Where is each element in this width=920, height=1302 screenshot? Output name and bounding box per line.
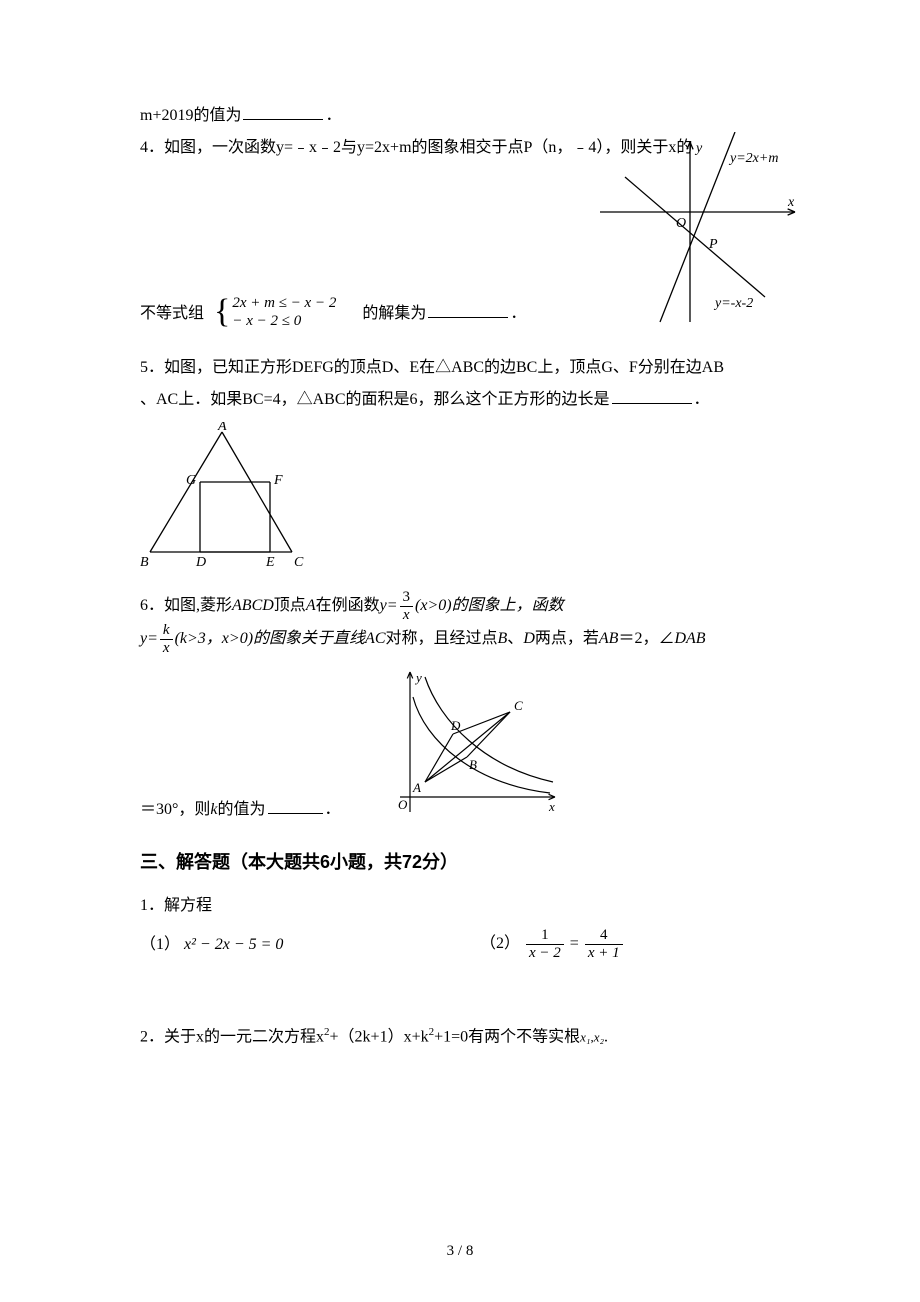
q5-line1: 5．如图，已知正方形DEFG的顶点D、E在△ABC的边BC上，顶点G、F分别在边…	[140, 352, 780, 384]
blank-q6	[268, 797, 323, 814]
p2-x2: x₂	[594, 1029, 604, 1044]
q4-tail: 的解集为	[362, 305, 426, 322]
q4-brace-group: { 2x + m ≤ − x − 2 − x − 2 ≤ 0	[214, 294, 336, 330]
p2-x1: x₁	[580, 1029, 590, 1044]
q6-t7: 、	[507, 630, 523, 647]
q6-abcd: ABCD	[232, 597, 274, 614]
svg-text:x: x	[548, 799, 555, 814]
svg-text:E: E	[265, 555, 275, 570]
blank-q3	[243, 103, 323, 120]
blank-q4	[428, 301, 508, 318]
q4-graph: y x O Py=2x+m y=-x-2	[570, 132, 810, 332]
q5-graph: A B C D E F G	[140, 422, 310, 572]
denx2: x	[160, 640, 173, 656]
p1-eq2: （2） 1x − 2 = 4x + 1	[480, 928, 625, 961]
q6-line2: y=kx(k>3，x>0)的图象关于直线AC对称，且经过点B、D两点，若AB＝2…	[140, 623, 780, 656]
e2ln: 1	[526, 928, 564, 945]
svg-text:y: y	[414, 670, 422, 685]
q3-tail-text: m+2019的值为	[140, 107, 241, 124]
q6-AB: AB	[599, 630, 619, 647]
p2-d: .	[604, 1028, 608, 1045]
frac-kx: kx	[160, 623, 173, 656]
frac-eq2l: 1x − 2	[526, 928, 564, 961]
num3: 3	[400, 590, 414, 607]
denx: x	[400, 607, 414, 623]
q6-A: A	[306, 597, 316, 614]
brace-icon: {	[214, 295, 230, 329]
p1-eq1-label: （1）	[140, 936, 180, 953]
p1-eq2-label: （2）	[480, 935, 520, 952]
svg-text:G: G	[186, 473, 196, 488]
q6-t8: 两点，若	[535, 630, 599, 647]
svg-text:B: B	[140, 555, 149, 570]
e2rd: x + 1	[585, 945, 623, 961]
svg-text:O: O	[676, 216, 686, 231]
frac-3x: 3x	[400, 590, 414, 623]
svg-text:y: y	[694, 141, 703, 156]
p2-line: 2．关于x的一元二次方程x2+（2k+1）x+k2+1=0有两个不等实根x₁,x…	[140, 1021, 780, 1053]
p2-m2: +1=0有两个不等实根	[434, 1028, 580, 1045]
svg-text:D: D	[450, 718, 461, 733]
q6-yeq: y=	[380, 597, 398, 614]
blank-q5	[612, 387, 692, 404]
svg-text:D: D	[195, 555, 206, 570]
numk: k	[160, 623, 173, 640]
q6-line1: 6．如图,菱形ABCD顶点A在例函数y=3x(x>0)的图象上，函数	[140, 590, 780, 623]
q4-ineq1: 2x + m ≤ − x − 2	[232, 295, 336, 311]
p1-eq1-expr: x² − 2x − 5 = 0	[184, 936, 283, 953]
svg-text:P: P	[708, 237, 718, 252]
svg-text:C: C	[294, 555, 304, 570]
q6-yeq2: y=	[140, 630, 158, 647]
page-number: 3 / 8	[0, 1236, 920, 1266]
q5-line2: 、AC上．如果BC=4，△ABC的面积是6，那么这个正方形的边长是	[140, 391, 610, 408]
q6-AC: AC	[365, 630, 385, 647]
q6-t2: 顶点	[274, 597, 306, 614]
q6-B: B	[498, 630, 508, 647]
q3-tail: m+2019的值为．	[140, 100, 780, 132]
q6-k: k	[210, 801, 217, 818]
section-3-title: 三、解答题（本大题共6小题，共72分）	[140, 844, 780, 880]
svg-text:B: B	[469, 757, 477, 772]
e2rn: 4	[585, 928, 623, 945]
svg-text:y=2x+m: y=2x+m	[728, 151, 778, 166]
svg-text:C: C	[514, 698, 523, 713]
p2-m1: +（2k+1）x+k	[330, 1028, 429, 1045]
svg-text:O: O	[398, 797, 408, 812]
q6-t6: 对称，且经过点	[386, 630, 498, 647]
svg-text:y=-x-2: y=-x-2	[713, 296, 753, 311]
q4-ineq2: − x − 2 ≤ 0	[232, 313, 301, 329]
e2eq: =	[570, 935, 579, 952]
q6-t3: 在例函数	[316, 597, 380, 614]
svg-text:A: A	[217, 422, 227, 434]
p2-b: 2．关于x的一元二次方程x	[140, 1028, 324, 1045]
p1-eq1: （1） x² − 2x − 5 = 0	[140, 929, 480, 961]
svg-text:A: A	[412, 780, 421, 795]
frac-eq2r: 4x + 1	[585, 928, 623, 961]
q6-t4: (x>0)的图象上，函数	[415, 597, 564, 614]
q6-DAB: DAB	[674, 630, 705, 647]
e2ld: x − 2	[526, 945, 564, 961]
svg-text:x: x	[787, 195, 795, 210]
q6-t5: (k>3，x>0)的图象关于直线	[175, 630, 365, 647]
svg-text:F: F	[273, 473, 283, 488]
q6-line3: ＝30°，则k的值为．	[140, 794, 780, 826]
q6-t9: ＝2，∠	[618, 630, 674, 647]
p1-text: 1．解方程	[140, 890, 780, 922]
q6-t10: ＝30°，则	[140, 801, 210, 818]
q6-t1: 6．如图,菱形	[140, 597, 232, 614]
q4-prefix: 不等式组	[140, 298, 204, 330]
q6-t11: 的值为	[218, 801, 266, 818]
q6-D: D	[523, 630, 535, 647]
